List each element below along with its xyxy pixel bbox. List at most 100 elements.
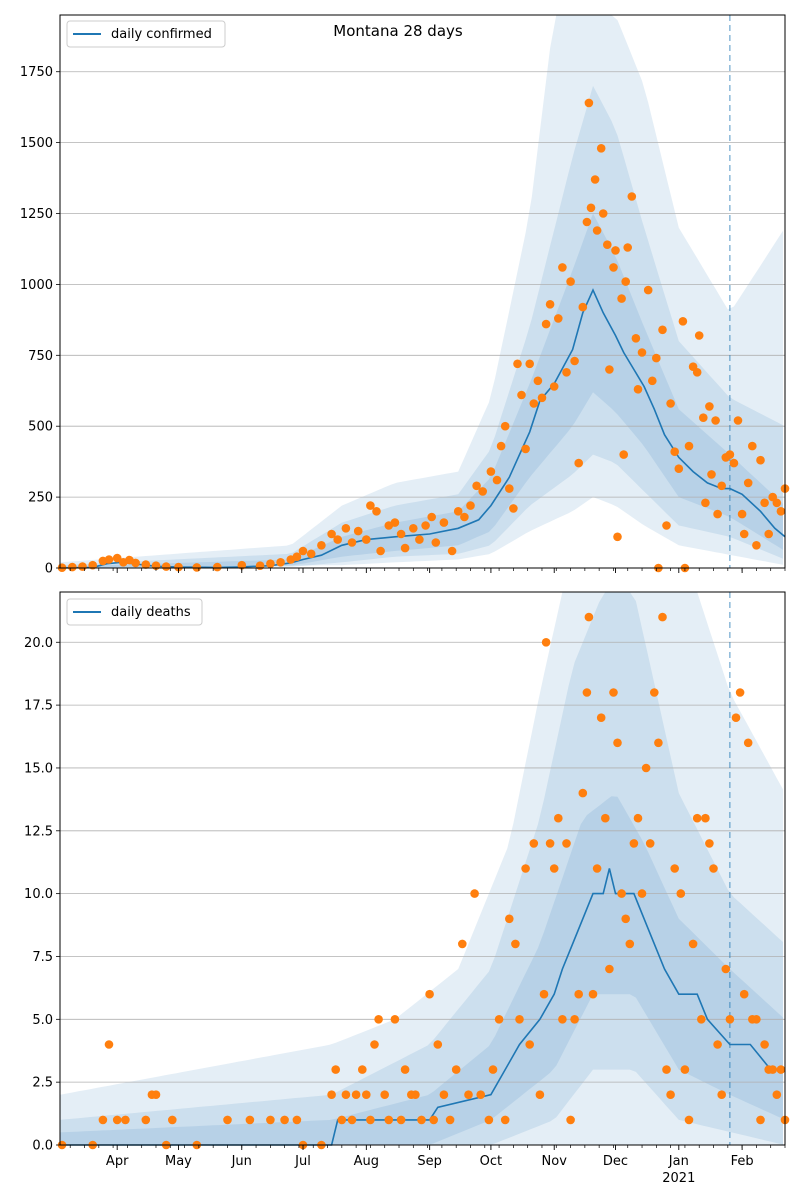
- confirmed-point: [400, 543, 410, 553]
- deaths-point: [709, 864, 718, 873]
- confirmed-band: [60, 213, 783, 568]
- confirmed-point: [545, 300, 555, 309]
- deaths-point: [439, 1090, 449, 1099]
- deaths-point: [592, 864, 602, 873]
- confirmed-point: [733, 416, 743, 425]
- deaths-point: [558, 1015, 567, 1024]
- confirmed-panel: 0 250 500 750 1000 1250 1500 1750 daily confirm…: [20, 14, 790, 577]
- confirmed-point: [237, 560, 247, 570]
- confirmed-point: [652, 353, 661, 363]
- deaths-point: [470, 889, 479, 898]
- confirmed-point: [648, 376, 657, 386]
- confirmed-point: [447, 546, 457, 556]
- deaths-point: [605, 964, 614, 974]
- deaths-band: [60, 592, 783, 1145]
- confirmed-grid: [60, 71, 785, 498]
- confirmed-point: [472, 481, 481, 491]
- confirmed-point: [666, 399, 675, 408]
- confirmed-point: [586, 203, 596, 213]
- confirmed-point: [737, 509, 747, 519]
- confirmed-point: [662, 521, 671, 530]
- deaths-point: [743, 738, 753, 748]
- deaths-point: [500, 1115, 510, 1125]
- confirmed-point: [764, 529, 773, 539]
- deaths-point: [609, 688, 618, 697]
- confirmed-point: [306, 549, 316, 559]
- confirmed-point: [633, 385, 643, 394]
- figure-title: Montana 28 days: [333, 22, 463, 40]
- confirmed-band: [60, 15, 783, 568]
- deaths-point: [374, 1015, 383, 1024]
- confirmed-point: [637, 348, 647, 357]
- confirmed-point: [694, 331, 704, 340]
- confirmed-y-tick-label: 1000: [20, 278, 53, 293]
- confirmed-point: [619, 450, 628, 459]
- confirmed-point: [684, 441, 694, 451]
- confirmed-point: [517, 390, 526, 400]
- confirmed-point: [213, 562, 222, 572]
- deaths-point: [584, 612, 594, 622]
- confirmed-point: [78, 562, 87, 571]
- x-month-label: Aug: [354, 1154, 379, 1169]
- deaths-point: [400, 1065, 410, 1074]
- confirmed-point: [431, 538, 441, 547]
- confirmed-point: [752, 541, 761, 550]
- deaths-point: [529, 839, 539, 848]
- confirmed-point: [613, 532, 622, 542]
- deaths-point: [637, 889, 647, 898]
- confirmed-point: [533, 376, 543, 386]
- confirmed-point: [558, 263, 567, 272]
- deaths-point: [613, 738, 622, 748]
- deaths-point: [658, 612, 667, 622]
- confirmed-point: [678, 317, 688, 326]
- deaths-point: [650, 688, 659, 697]
- confirmed-point: [513, 359, 522, 369]
- confirmed-point: [582, 217, 592, 227]
- deaths-point: [645, 839, 655, 848]
- deaths-y-tick-label: 12.5: [24, 824, 53, 839]
- deaths-point: [417, 1115, 426, 1125]
- deaths-y-tick-label: 15.0: [24, 761, 53, 776]
- confirmed-point: [739, 529, 749, 539]
- confirmed-point: [711, 416, 720, 425]
- confirmed-point: [701, 498, 710, 508]
- deaths-point: [525, 1040, 534, 1049]
- deaths-point: [151, 1090, 161, 1099]
- deaths-y-tick-label: 17.5: [24, 699, 53, 714]
- deaths-point: [121, 1115, 130, 1125]
- x-month-label: Feb: [731, 1154, 754, 1169]
- deaths-point: [621, 914, 630, 924]
- confirmed-point: [396, 529, 406, 539]
- confirmed-point: [372, 507, 381, 516]
- deaths-point: [464, 1090, 473, 1099]
- deaths-point: [756, 1115, 765, 1125]
- deaths-point: [680, 1065, 690, 1074]
- confirmed-point: [627, 192, 637, 201]
- confirmed-y-tick-label: 750: [28, 349, 53, 364]
- confirmed-point: [347, 538, 357, 547]
- deaths-point: [688, 939, 698, 949]
- confirmed-point: [603, 240, 612, 249]
- x-month-label: Dec: [603, 1154, 628, 1169]
- confirmed-point: [255, 561, 265, 570]
- x-month-label: Sep: [417, 1154, 442, 1169]
- confirmed-point: [409, 524, 418, 533]
- deaths-y-tick-label: 20.0: [24, 636, 53, 651]
- deaths-axes-frame: [59, 591, 786, 1146]
- deaths-point: [168, 1115, 177, 1125]
- confirmed-point: [141, 560, 151, 569]
- deaths-y-tick-label: 10.0: [24, 887, 53, 902]
- deaths-y-tick-label: 5.0: [32, 1013, 53, 1028]
- confirmed-point: [112, 553, 122, 563]
- confirmed-point: [174, 562, 183, 572]
- confirmed-point: [584, 98, 594, 108]
- confirmed-point: [390, 518, 400, 527]
- deaths-point: [582, 688, 592, 697]
- deaths-point: [396, 1115, 406, 1125]
- deaths-point: [776, 1065, 786, 1074]
- deaths-point: [433, 1040, 443, 1049]
- deaths-point: [429, 1115, 439, 1125]
- confirmed-point: [496, 441, 506, 451]
- deaths-point: [98, 1115, 108, 1125]
- deaths-line: [60, 868, 785, 1146]
